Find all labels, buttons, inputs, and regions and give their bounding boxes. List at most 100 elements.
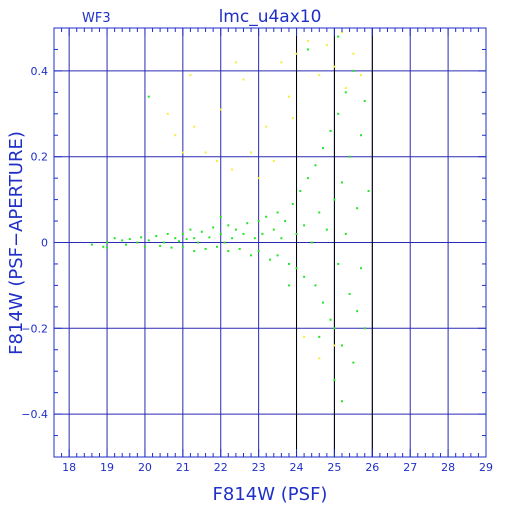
selected-point-84 <box>359 267 362 270</box>
selected-point-13 <box>159 244 162 247</box>
rejected-point-18 <box>325 44 328 47</box>
selected-point-19 <box>181 232 184 235</box>
selected-point-31 <box>219 232 222 235</box>
selected-point-66 <box>325 228 328 231</box>
chart-title: lmc_u4ax10 <box>219 7 322 27</box>
selected-point-89 <box>219 215 222 218</box>
rejected-point-20 <box>341 31 343 34</box>
selected-point-93 <box>341 400 343 403</box>
selected-point-54 <box>295 232 298 235</box>
y-tick-label-1: −0.2 <box>21 322 48 335</box>
selected-point-46 <box>269 258 271 261</box>
selected-point-50 <box>280 237 283 240</box>
rejected-point-12 <box>272 159 275 162</box>
rejected-point-23 <box>359 74 362 77</box>
selected-point-67 <box>329 318 332 321</box>
data-points <box>90 31 370 403</box>
tick-labels: 18 19 20 21 22 23 24 25 26 27 28 29 −0.4 −0.2 0 0.2 0.4 <box>21 65 493 474</box>
selected-point-15 <box>166 232 169 235</box>
selected-point-76 <box>344 232 347 235</box>
selected-point-85 <box>363 99 366 102</box>
tick-marks <box>53 27 487 458</box>
selected-point-91 <box>318 335 321 338</box>
selected-point-48 <box>276 211 279 214</box>
selected-point-64 <box>322 301 325 304</box>
rejected-point-0 <box>166 112 169 115</box>
selected-point-12 <box>155 235 158 238</box>
selected-point-24 <box>193 237 196 240</box>
selected-point-61 <box>314 284 317 287</box>
selected-point-90 <box>287 284 290 287</box>
selected-point-6 <box>125 243 127 246</box>
selected-point-5 <box>121 239 124 242</box>
selected-point-52 <box>287 262 290 265</box>
selected-point-39 <box>246 222 249 225</box>
selected-point-33 <box>227 224 230 227</box>
selected-point-86 <box>363 327 366 330</box>
selected-point-18 <box>178 240 181 243</box>
selected-point-77 <box>348 292 351 295</box>
selected-point-47 <box>272 228 275 231</box>
selected-point-45 <box>265 215 268 218</box>
rejected-point-29 <box>189 74 192 77</box>
selected-point-51 <box>284 220 287 223</box>
rejected-point-16 <box>306 39 309 42</box>
selected-point-1 <box>102 245 105 248</box>
rejected-point-11 <box>265 125 268 128</box>
rejected-point-10 <box>257 177 260 180</box>
selected-point-81 <box>356 207 359 210</box>
selected-point-35 <box>231 237 234 240</box>
x-tick-label-19: 19 <box>100 461 114 474</box>
rejected-point-22 <box>352 52 355 55</box>
selected-point-75 <box>344 91 347 94</box>
selected-point-87 <box>367 190 370 193</box>
selected-point-34 <box>227 250 230 253</box>
y-tick-label-0: −0.4 <box>21 408 48 421</box>
selected-point-4 <box>113 237 116 240</box>
y-tick-label-4: 0.4 <box>31 65 49 78</box>
rejected-point-4 <box>204 151 207 154</box>
rejected-point-15 <box>295 52 298 55</box>
x-tick-label-22: 22 <box>214 461 228 474</box>
selected-point-42 <box>257 220 260 223</box>
selected-point-37 <box>238 247 241 250</box>
rejected-point-24 <box>303 335 306 338</box>
rejected-point-3 <box>193 125 196 128</box>
selected-point-60 <box>310 241 313 244</box>
selected-point-29 <box>212 226 215 229</box>
selected-point-82 <box>356 310 359 313</box>
selected-point-62 <box>314 164 317 167</box>
selected-point-70 <box>333 327 336 330</box>
x-tick-label-27: 27 <box>403 461 417 474</box>
x-tick-label-21: 21 <box>176 461 190 474</box>
rejected-point-2 <box>181 151 184 154</box>
rejected-point-27 <box>291 117 294 120</box>
rejected-point-13 <box>280 61 283 64</box>
selected-point-72 <box>337 262 340 265</box>
selected-point-16 <box>170 246 173 249</box>
selected-point-21 <box>185 238 188 241</box>
selected-point-17 <box>174 237 177 240</box>
selected-point-53 <box>291 202 294 205</box>
selected-point-63 <box>318 211 321 214</box>
rejected-point-7 <box>231 168 234 171</box>
selected-point-20 <box>181 245 184 248</box>
selected-point-8 <box>136 241 139 244</box>
selected-point-68 <box>329 129 332 132</box>
y-axis-label: F814W (PSF−APERTURE) <box>6 131 27 355</box>
rejected-point-9 <box>250 151 253 154</box>
selected-point-14 <box>162 241 165 244</box>
selected-point-56 <box>299 190 302 193</box>
selected-point-80 <box>352 69 355 72</box>
selected-point-11 <box>147 239 150 242</box>
selected-point-0 <box>90 243 93 246</box>
x-tick-label-29: 29 <box>479 461 493 474</box>
selected-point-73 <box>341 181 343 184</box>
selected-point-2 <box>106 241 109 244</box>
selected-point-26 <box>200 230 203 233</box>
selected-point-59 <box>306 177 309 180</box>
rejected-point-6 <box>219 108 222 111</box>
x-tick-label-24: 24 <box>290 461 304 474</box>
